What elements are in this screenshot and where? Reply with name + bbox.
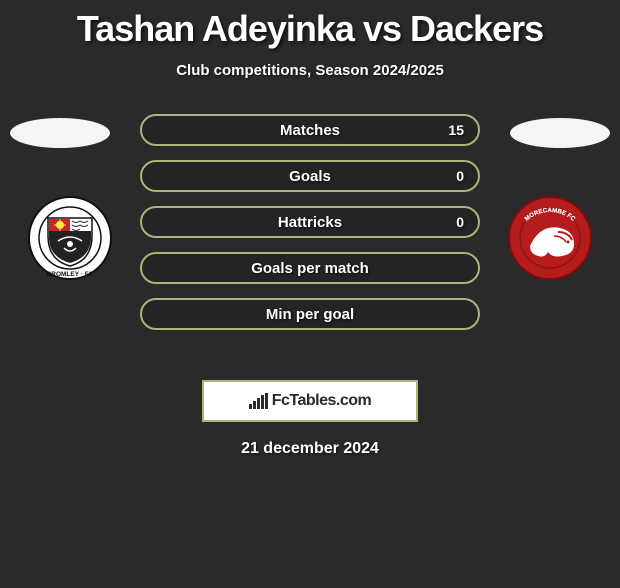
comparison-body: BROMLEY · FC MORECAMBE FC MORECAMBE FC	[0, 114, 620, 374]
page-title: Tashan Adeyinka vs Dackers	[0, 8, 620, 50]
subtitle: Club competitions, Season 2024/2025	[0, 62, 620, 79]
player-right-placeholder	[510, 118, 610, 148]
stat-bar-goals-per-match: Goals per match	[140, 252, 480, 284]
stat-label: Min per goal	[266, 306, 354, 323]
stat-label: Goals per match	[251, 260, 369, 277]
stat-value: 0	[456, 214, 464, 230]
brand-box[interactable]: FcTables.com	[202, 380, 418, 422]
stat-bar-min-per-goal: Min per goal	[140, 298, 480, 330]
stat-bar-hattricks: Hattricks 0	[140, 206, 480, 238]
stats-column: Matches 15 Goals 0 Hattricks 0 Goals per…	[140, 114, 480, 344]
svg-text:BROMLEY · FC: BROMLEY · FC	[47, 271, 94, 278]
player-left-placeholder	[10, 118, 110, 148]
stat-label: Hattricks	[278, 214, 342, 231]
chart-bars-icon	[249, 393, 268, 409]
brand-text: FcTables.com	[272, 392, 372, 410]
bromley-fc-badge: BROMLEY · FC	[20, 196, 120, 280]
stat-bar-matches: Matches 15	[140, 114, 480, 146]
stat-label: Goals	[289, 168, 331, 185]
stat-value: 15	[448, 122, 464, 138]
stat-bar-goals: Goals 0	[140, 160, 480, 192]
morecambe-fc-badge: MORECAMBE FC MORECAMBE FC	[500, 196, 600, 280]
stat-value: 0	[456, 168, 464, 184]
date-label: 21 december 2024	[0, 440, 620, 458]
stat-label: Matches	[280, 122, 340, 139]
